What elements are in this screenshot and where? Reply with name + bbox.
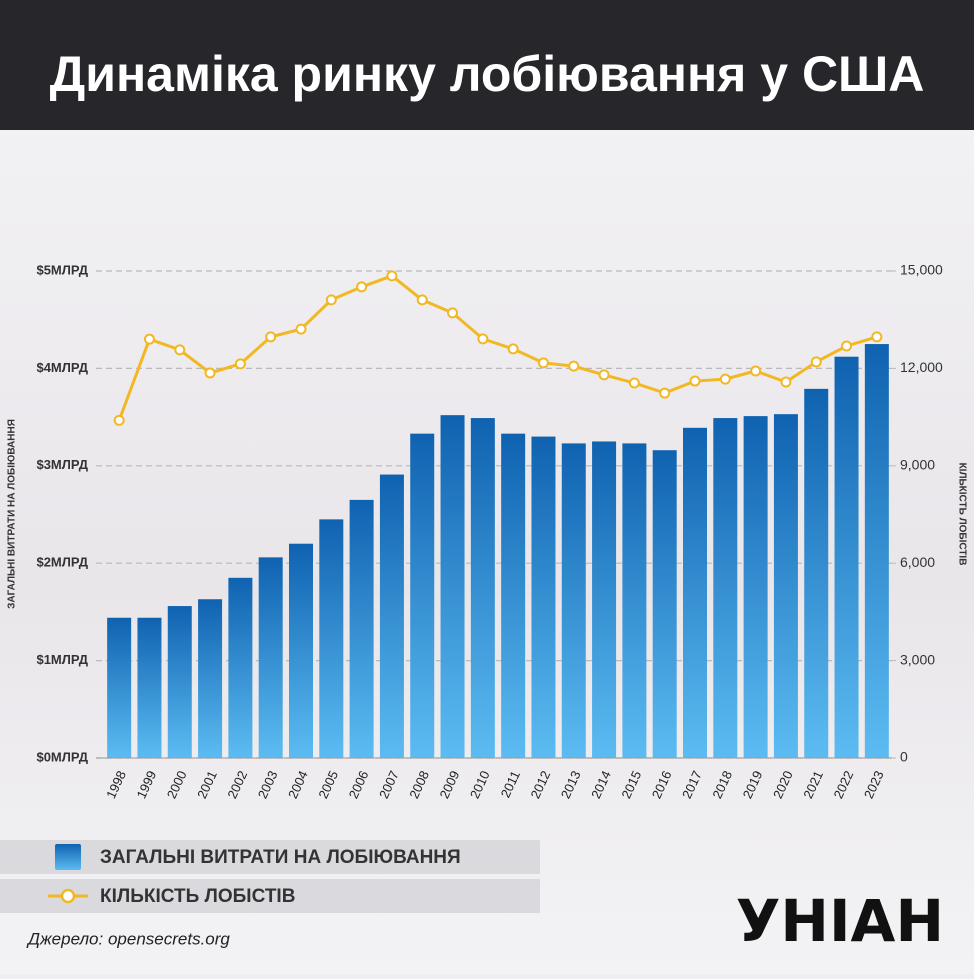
line-point (113, 414, 125, 426)
bar (319, 519, 344, 758)
line-point (295, 323, 307, 335)
header (0, 0, 974, 130)
y-tick-label: $5МЛРД (36, 262, 88, 277)
bar (864, 344, 889, 758)
chart-title: Динаміка ринку лобіювання у США (50, 46, 925, 102)
legend-label: ЗАГАЛЬНІ ВИТРАТИ НА ЛОБІЮВАННЯ (100, 847, 461, 868)
bar (683, 427, 707, 758)
line-point (841, 340, 853, 352)
y2-tick-label: 6,000 (900, 554, 935, 570)
legend-swatch (55, 844, 81, 870)
bar (804, 388, 829, 758)
line-point (507, 343, 519, 355)
line-point (477, 333, 489, 345)
y-tick-label: $1МЛРД (36, 652, 88, 667)
source: Джерело: opensecrets.org (26, 929, 230, 948)
line-point (386, 270, 398, 282)
logo: УНІАН (736, 887, 944, 955)
bar (440, 415, 465, 758)
bar (379, 474, 404, 758)
y2-axis-label: КІЛЬКІСТЬ ЛОБІСТІВ (956, 463, 967, 566)
line-point (325, 294, 337, 306)
bar (561, 443, 586, 758)
bar (652, 450, 677, 758)
line-point (356, 281, 368, 293)
bar (743, 416, 768, 758)
line-point (750, 365, 762, 377)
bar (107, 617, 132, 758)
line-point (810, 356, 822, 368)
line-point (537, 357, 549, 369)
bar (713, 418, 738, 758)
line-point (143, 333, 155, 345)
bar (834, 356, 859, 758)
bar (198, 599, 223, 758)
bar (531, 436, 556, 758)
bar (410, 433, 435, 758)
line-point (871, 331, 883, 343)
y2-tick-label: 9,000 (900, 457, 935, 473)
legend-swatch (60, 888, 76, 904)
y-axis-label: ЗАГАЛЬНІ ВИТРАТИ НА ЛОБІЮВАННЯ (7, 419, 18, 609)
y2-tick-label: 12,000 (900, 359, 943, 375)
line-point (174, 344, 186, 356)
bar (622, 443, 647, 758)
line-point (234, 358, 246, 370)
y2-tick-label: 3,000 (900, 651, 935, 667)
line-point (265, 331, 277, 343)
bar (258, 557, 283, 758)
line-point (719, 373, 731, 385)
y2-tick-label: 0 (900, 749, 908, 765)
bar (773, 414, 798, 758)
line-point (598, 369, 610, 381)
line-point (628, 377, 640, 389)
bar (228, 577, 253, 758)
bar (167, 606, 192, 758)
line-point (447, 307, 459, 319)
legend-band (0, 840, 540, 874)
bar (349, 499, 374, 758)
y-tick-label: $2МЛРД (36, 555, 88, 570)
line-point (416, 294, 428, 306)
legend-band (0, 879, 540, 913)
bar (137, 617, 162, 758)
bar (501, 433, 526, 758)
legend-label: КІЛЬКІСТЬ ЛОБІСТІВ (100, 886, 295, 907)
line-point (659, 387, 671, 399)
bar (470, 418, 495, 758)
y-tick-label: $3МЛРД (36, 457, 88, 472)
y-tick-label: $4МЛРД (36, 360, 88, 375)
line-point (204, 367, 216, 379)
line-point (568, 360, 580, 372)
bar (592, 441, 617, 758)
line-point (689, 375, 701, 387)
line-point (780, 376, 792, 388)
y2-tick-label: 15,000 (900, 262, 943, 278)
y-tick-label: $0МЛРД (36, 749, 88, 764)
bar (289, 543, 313, 758)
